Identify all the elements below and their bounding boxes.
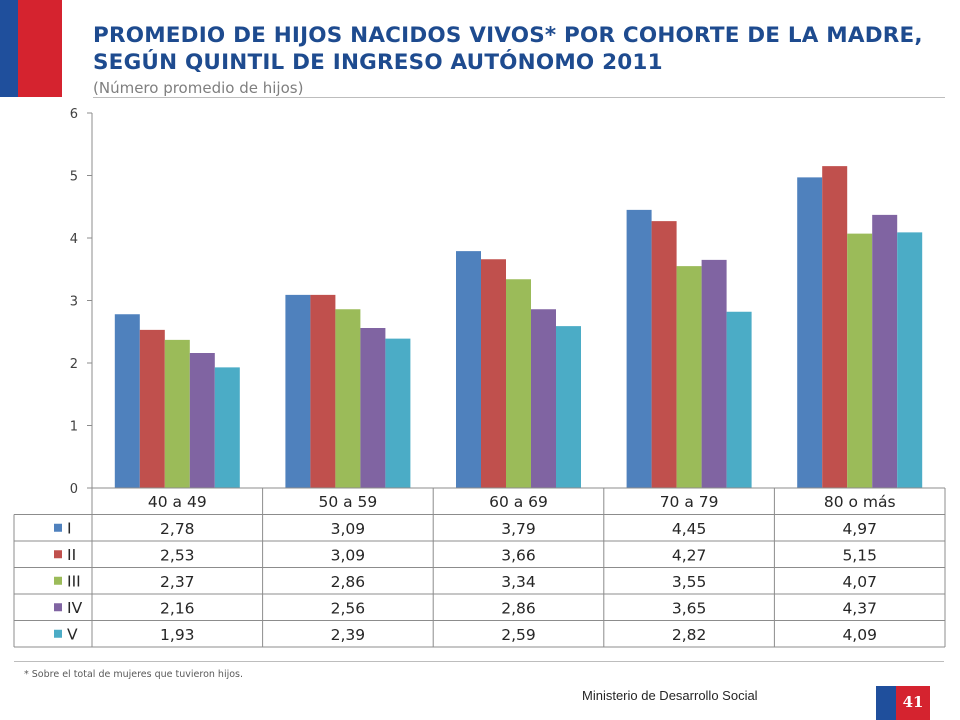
bar-ii-1 [139,329,165,488]
data-label: 3,79 [501,520,536,538]
data-label: 4,27 [672,546,707,564]
bar-iii-3 [506,279,531,488]
data-label: 4,07 [842,573,877,591]
page-badge-red [896,686,930,720]
data-label: 4,37 [842,599,877,617]
legend-label-v: V [67,625,78,643]
data-label: 2,59 [501,626,536,644]
data-label: 3,65 [672,599,707,617]
data-label: 3,09 [331,520,366,538]
flag-red-stripe [18,0,62,97]
data-label: 1,93 [160,626,195,644]
ministry-name: Ministerio de Desarrollo Social [582,688,758,703]
data-label: 2,37 [160,573,195,591]
legend-key-ii [54,550,62,559]
legend-key-iv [54,603,62,612]
data-label: 3,55 [672,573,707,591]
bar-iv-4 [701,259,727,488]
title-divider [93,97,945,98]
legend-label-ii: II [67,546,76,564]
bar-ii-5 [822,166,848,488]
bar-i-5 [797,177,823,488]
bar-iii-5 [847,233,873,488]
data-label: 3,09 [331,546,366,564]
data-label: 3,66 [501,546,536,564]
legend-label-iii: III [67,572,81,590]
data-label: 2,82 [672,626,707,644]
bar-v-3 [556,326,581,488]
legend-key-i [54,523,62,532]
x-category-label: 60 a 69 [489,493,548,511]
bar-iii-2 [335,309,361,488]
bar-iv-3 [531,309,556,488]
data-label: 4,45 [672,520,707,538]
data-label: 4,09 [842,626,877,644]
bar-i-2 [285,294,311,488]
bar-v-5 [897,232,923,488]
footnote: * Sobre el total de mujeres que tuvieron… [24,669,244,680]
bar-iv-2 [360,328,386,488]
legend-label-i: I [67,519,72,537]
y-tick-label: 0 [70,482,78,497]
data-label: 2,53 [160,546,195,564]
footer-divider [14,661,944,662]
bar-iv-1 [189,353,215,488]
y-tick-label: 5 [70,170,78,185]
y-tick-label: 3 [70,295,78,310]
bar-ii-4 [651,221,677,488]
page-badge-blue [876,686,896,720]
bar-v-2 [385,338,411,488]
bar-v-4 [726,311,752,488]
y-tick-label: 2 [70,357,78,372]
bar-iv-5 [872,214,898,488]
data-label: 5,15 [842,546,877,564]
bar-v-1 [214,367,240,488]
y-tick-label: 6 [70,107,78,122]
x-category-label: 40 a 49 [148,493,207,511]
bar-i-4 [626,209,652,488]
bar-ii-2 [310,294,336,488]
legend-key-iii [54,576,62,585]
data-label: 3,34 [501,573,536,591]
bar-i-3 [456,251,481,488]
bar-iii-1 [164,339,190,488]
x-category-label: 80 o más [824,493,896,511]
legend-key-v [54,629,62,638]
y-tick-label: 4 [70,232,78,247]
legend-label-iv: IV [67,599,83,617]
chart-subtitle: (Número promedio de hijos) [93,79,304,97]
x-category-label: 50 a 59 [318,493,377,511]
bar-iii-4 [676,266,702,488]
x-category-label: 70 a 79 [660,493,719,511]
page-number: 41 [902,693,924,711]
chart-title: PROMEDIO DE HIJOS NACIDOS VIVOS* POR COH… [93,23,923,75]
data-label: 2,86 [501,599,536,617]
flag-blue-stripe [0,0,18,97]
data-label: 2,39 [331,626,366,644]
bar-ii-3 [481,259,506,488]
data-label: 4,97 [842,520,877,538]
data-label: 2,86 [331,573,366,591]
data-label: 2,16 [160,599,195,617]
data-label: 2,56 [331,599,366,617]
bar-i-1 [114,314,140,488]
y-tick-label: 1 [70,420,78,435]
data-label: 2,78 [160,520,195,538]
